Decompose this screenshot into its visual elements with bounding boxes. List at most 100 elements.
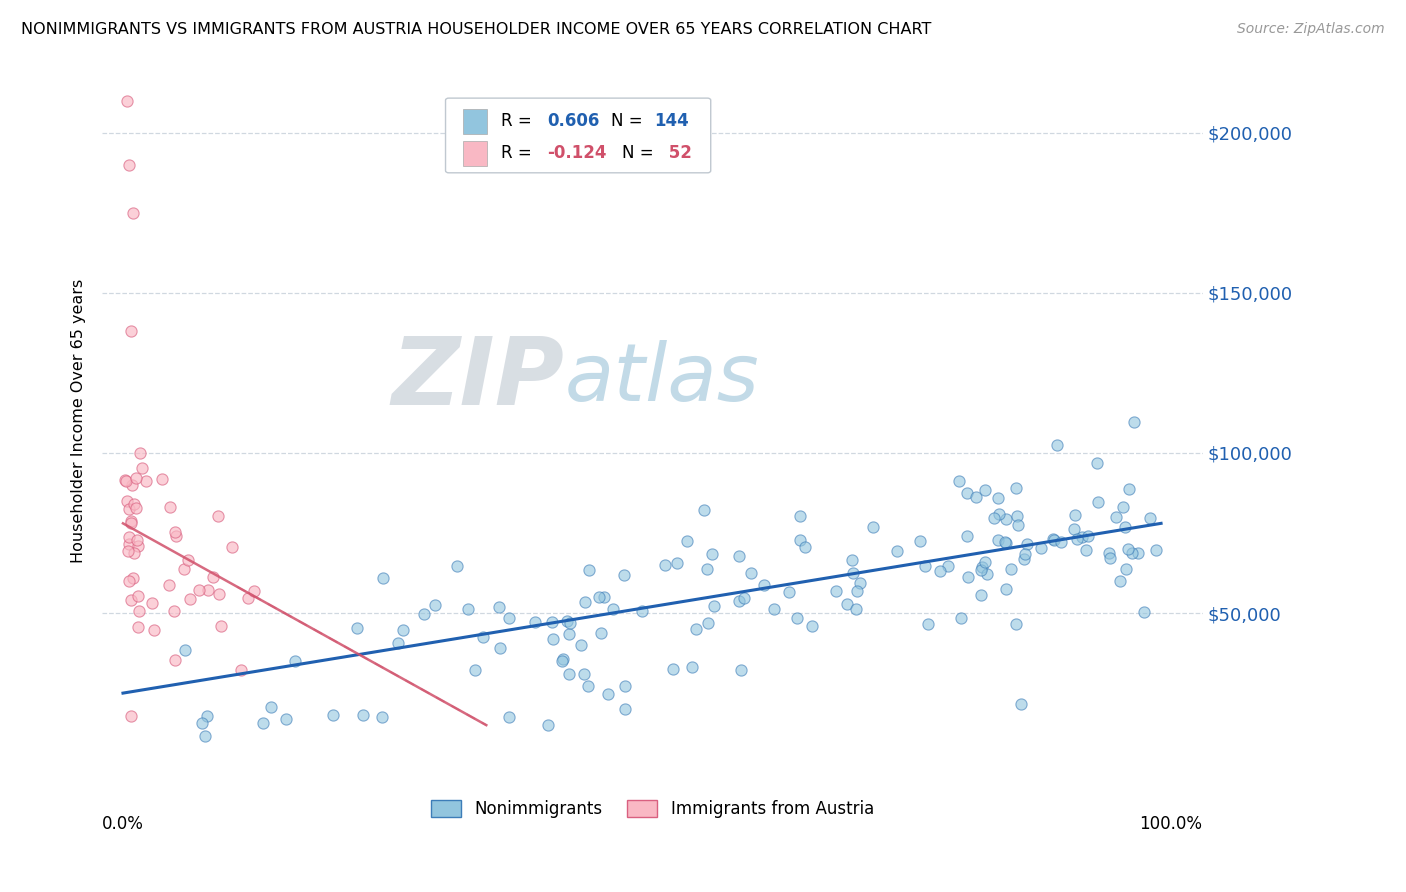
Point xyxy=(1116,541,1139,556)
Point xyxy=(578,563,600,577)
Point xyxy=(696,562,718,576)
Point xyxy=(841,566,863,580)
Point xyxy=(122,497,145,511)
Point xyxy=(120,708,142,723)
Point xyxy=(413,607,436,621)
Point xyxy=(574,595,596,609)
Point xyxy=(972,560,994,574)
Text: N =: N = xyxy=(621,145,658,162)
Point xyxy=(1005,617,1028,632)
Point xyxy=(346,621,368,635)
Point xyxy=(613,568,636,582)
Point xyxy=(970,588,993,602)
Point xyxy=(730,663,752,677)
Point xyxy=(1000,562,1022,576)
Point xyxy=(173,562,195,576)
Point xyxy=(957,570,980,584)
Text: N =: N = xyxy=(610,112,648,130)
Point xyxy=(1066,532,1088,546)
Point xyxy=(949,610,972,624)
Point xyxy=(131,461,153,475)
Point xyxy=(423,598,446,612)
Point xyxy=(489,641,512,656)
Point xyxy=(666,556,689,570)
Point xyxy=(231,663,253,677)
Point xyxy=(914,558,936,573)
Point xyxy=(498,611,520,625)
Point xyxy=(576,679,599,693)
Point xyxy=(387,636,409,650)
Point xyxy=(987,533,1010,548)
Point xyxy=(733,591,755,605)
Point xyxy=(1076,543,1098,558)
Point xyxy=(1010,698,1032,712)
Point xyxy=(122,205,145,219)
Point xyxy=(740,566,762,580)
Point xyxy=(252,715,274,730)
Text: atlas: atlas xyxy=(564,340,759,417)
Point xyxy=(243,584,266,599)
Point xyxy=(841,553,863,567)
Point xyxy=(125,501,148,516)
Point xyxy=(120,592,142,607)
Text: NONIMMIGRANTS VS IMMIGRANTS FROM AUSTRIA HOUSEHOLDER INCOME OVER 65 YEARS CORREL: NONIMMIGRANTS VS IMMIGRANTS FROM AUSTRIA… xyxy=(21,22,931,37)
Point xyxy=(115,474,138,488)
Point xyxy=(1099,551,1122,566)
Point xyxy=(1144,543,1167,558)
Point xyxy=(221,540,243,554)
Point xyxy=(120,324,142,338)
Point xyxy=(1109,574,1132,588)
Text: 0.606: 0.606 xyxy=(547,112,599,130)
Point xyxy=(969,563,991,577)
Point xyxy=(845,601,868,615)
Point xyxy=(283,654,305,668)
Point xyxy=(117,544,139,558)
Point xyxy=(551,651,574,665)
Point xyxy=(613,679,636,693)
Legend: Nonimmigrants, Immigrants from Austria: Nonimmigrants, Immigrants from Austria xyxy=(425,793,880,825)
Point xyxy=(1114,520,1136,534)
Text: 0.0%: 0.0% xyxy=(103,815,143,833)
Point xyxy=(994,582,1017,596)
Point xyxy=(157,578,180,592)
Point xyxy=(134,475,156,489)
Point xyxy=(593,590,616,604)
Point xyxy=(983,511,1005,525)
Point xyxy=(654,558,676,572)
Point xyxy=(994,536,1017,550)
Point xyxy=(201,570,224,584)
Point xyxy=(1043,533,1066,548)
Point xyxy=(276,712,298,726)
Point xyxy=(1112,500,1135,514)
Point xyxy=(118,530,141,544)
Point xyxy=(371,710,394,724)
Point xyxy=(936,559,959,574)
Point xyxy=(976,567,998,582)
Point xyxy=(195,709,218,723)
Point xyxy=(948,475,970,489)
Point xyxy=(523,615,546,629)
Text: ZIP: ZIP xyxy=(391,333,564,425)
Point xyxy=(208,587,231,601)
Point xyxy=(956,486,979,500)
Point xyxy=(142,624,165,638)
Point xyxy=(1015,537,1038,551)
Point xyxy=(569,638,592,652)
Point xyxy=(118,158,141,172)
Point xyxy=(965,490,987,504)
Text: Source: ZipAtlas.com: Source: ZipAtlas.com xyxy=(1237,22,1385,37)
FancyBboxPatch shape xyxy=(463,141,488,166)
Point xyxy=(574,667,596,681)
Point xyxy=(1105,510,1128,524)
Point xyxy=(541,632,564,646)
Point xyxy=(118,574,141,589)
Point xyxy=(988,507,1011,521)
Point xyxy=(141,596,163,610)
Point xyxy=(1121,546,1143,560)
Point xyxy=(696,615,718,630)
Point xyxy=(187,583,209,598)
Point xyxy=(786,611,808,625)
Point xyxy=(1070,530,1092,544)
Point xyxy=(727,549,749,564)
Point xyxy=(928,565,950,579)
